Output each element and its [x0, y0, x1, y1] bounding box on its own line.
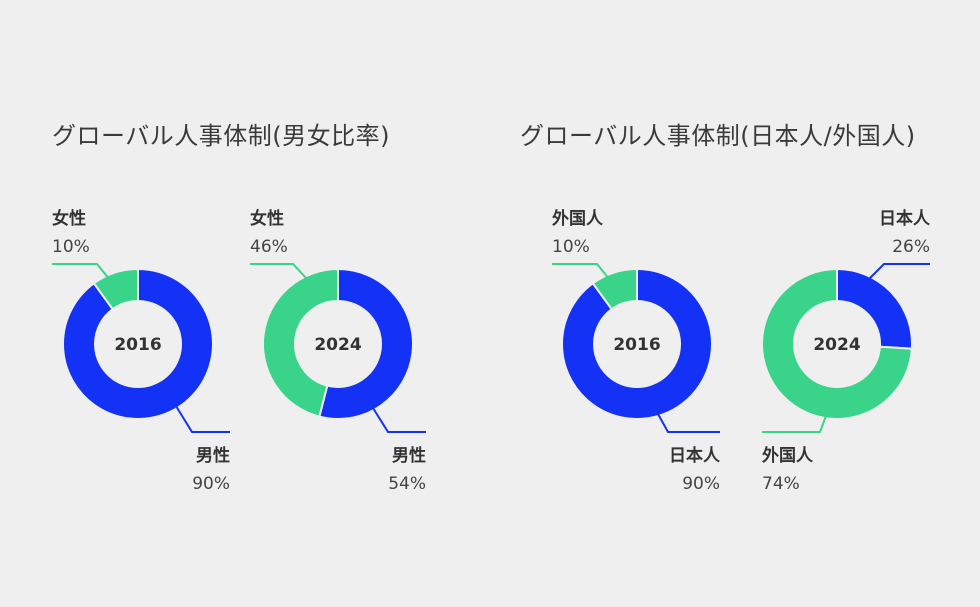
donut-slice-0-1 [92, 267, 139, 311]
panel-title-gender-ratio: グローバル人事体制(男女比率) [52, 122, 390, 150]
donut-slice-3-1 [761, 267, 913, 420]
leader-line-0-1 [52, 263, 111, 281]
leader-line-0-0 [175, 405, 230, 433]
slice-label-2-0: 日本人 [669, 445, 721, 466]
slice-percent-3-0: 26% [892, 237, 930, 257]
leader-line-1-0 [372, 407, 426, 433]
slice-percent-0-0: 90% [192, 474, 230, 494]
slice-percent-1-1: 46% [250, 237, 288, 257]
slice-label-0-0: 男性 [196, 445, 230, 466]
center-year-label-3: 2024 [813, 335, 860, 355]
slice-percent-3-1: 74% [762, 474, 800, 494]
slice-label-3-0: 日本人 [879, 208, 931, 229]
donut-slice-2-0 [561, 267, 713, 420]
slice-label-2-1: 外国人 [552, 208, 604, 229]
slice-label-3-1: 外国人 [762, 445, 814, 466]
slice-label-1-1: 女性 [250, 208, 284, 229]
donut-slice-2-1 [591, 267, 638, 311]
donut-slice-1-0 [318, 267, 414, 420]
center-year-label-2: 2016 [613, 335, 660, 355]
leader-line-2-1 [552, 263, 611, 281]
center-year-label-1: 2024 [314, 335, 361, 355]
panel-title-nationality: グローバル人事体制(日本人/外国人) [520, 122, 916, 150]
slice-percent-0-1: 10% [52, 237, 90, 257]
slice-percent-1-0: 54% [388, 474, 426, 494]
leader-line-2-0 [657, 413, 720, 433]
donut-slice-1-1 [262, 267, 339, 418]
slice-percent-2-0: 90% [682, 474, 720, 494]
center-year-label-0: 2016 [114, 335, 161, 355]
leader-line-3-0 [867, 263, 930, 281]
slice-label-0-1: 女性 [52, 208, 86, 229]
leader-line-3-1 [762, 415, 827, 433]
slice-percent-2-1: 10% [552, 237, 590, 257]
donut-slice-0-0 [62, 267, 214, 420]
slice-label-1-0: 男性 [392, 445, 426, 466]
leader-line-1-1 [250, 263, 308, 280]
